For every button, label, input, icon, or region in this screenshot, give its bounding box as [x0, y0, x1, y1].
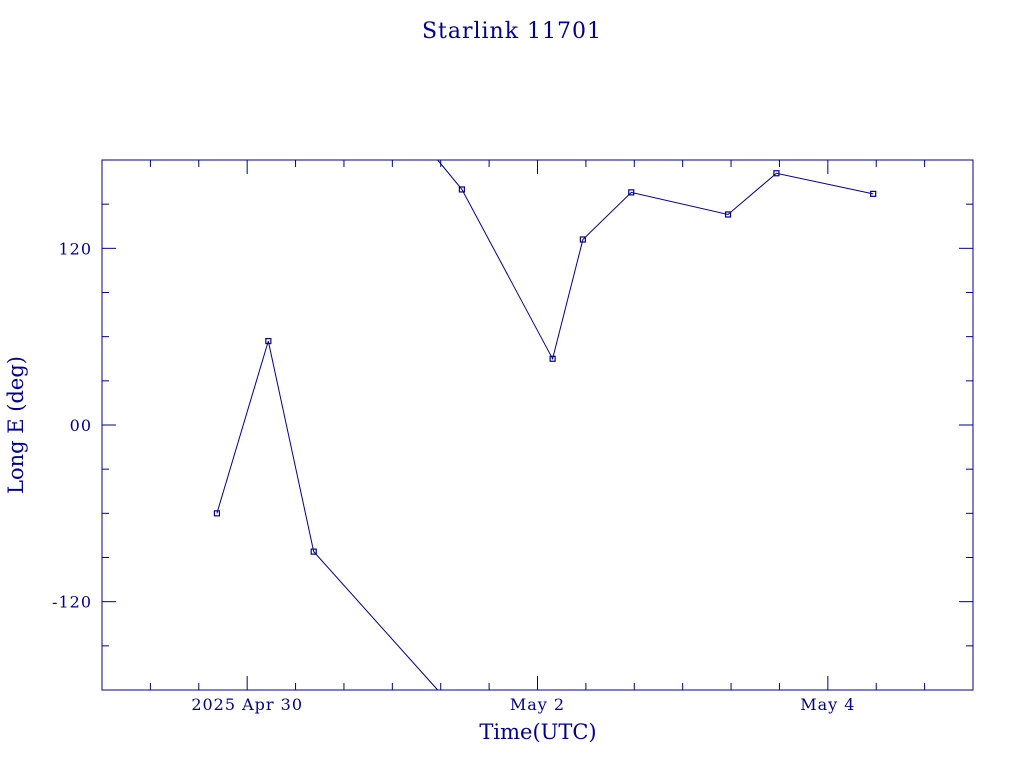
x-tick-label: May 2: [510, 695, 565, 714]
y-tick-label: 00: [70, 416, 92, 435]
tick-labels: 2025 Apr 30 May 2 May 4 120 00 -120: [52, 239, 855, 714]
data-point-marker: [213, 510, 221, 517]
x-axis-title: Time(UTC): [479, 720, 596, 744]
y-tick-label: -120: [52, 593, 92, 612]
data-point-marker: [265, 337, 272, 345]
data-point-marker: [773, 170, 780, 177]
y-axis-title: Long E (deg): [4, 356, 28, 494]
series-line-segment: [437, 159, 874, 361]
data-point-marker: [458, 186, 465, 193]
chart-title: Starlink 11701: [422, 19, 602, 44]
axis-ticks: [102, 160, 973, 690]
series-line-segment: [216, 340, 439, 691]
data-point-marker: [310, 548, 317, 555]
data-point-marker: [870, 190, 877, 197]
x-tick-label: 2025 Apr 30: [191, 695, 303, 714]
series-lines: [216, 159, 874, 691]
series-markers: [213, 170, 877, 555]
data-point-marker: [628, 189, 635, 196]
y-tick-label: 120: [58, 239, 92, 258]
data-point-marker: [579, 236, 586, 243]
data-point-marker: [724, 211, 732, 218]
data-point-marker: [549, 355, 556, 362]
plot-frame: [101, 159, 974, 691]
x-tick-label: May 4: [800, 695, 855, 714]
